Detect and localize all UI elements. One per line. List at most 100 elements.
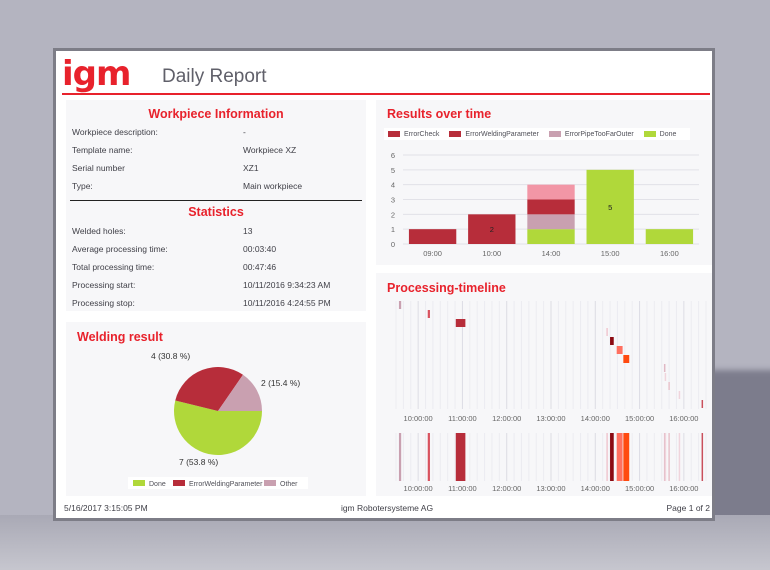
bar-segment-errorweldingparameter	[527, 199, 575, 215]
workpiece-value: XZ1	[243, 163, 259, 173]
workpiece-row: Template name: Workpiece XZ	[72, 141, 362, 159]
legend-label: ErrorPipeTooFarOuter	[564, 130, 634, 138]
statistics-label: Processing stop:	[72, 298, 135, 308]
bar-segment-errorweldingparameter	[408, 229, 457, 244]
timeline-overview-x-tick: 11:00:00	[448, 484, 477, 493]
workpiece-info-title: Workpiece Information	[148, 107, 284, 121]
timeline-overview-event	[668, 433, 670, 481]
pie-slice-other	[218, 374, 262, 411]
legend-label: Done	[659, 130, 677, 138]
bar-data-label: 5	[608, 203, 612, 212]
timeline-overview-event	[616, 433, 623, 481]
statistics-row: Average processing time: 00:03:40	[72, 240, 362, 258]
timeline-overview-event	[427, 433, 430, 481]
timeline-event	[678, 391, 681, 399]
legend-label: ErrorWeldingParameter	[465, 130, 539, 138]
statistics-label: Processing start:	[72, 280, 136, 290]
statistics-row: Total processing time: 00:47:46	[72, 258, 362, 276]
statistics-label: Average processing time:	[72, 244, 168, 254]
pie-slice-errorweldingparameter	[175, 367, 243, 411]
timeline-overview-event	[455, 433, 466, 481]
legend-label: ErrorCheck	[404, 130, 440, 138]
timeline-overview-event	[664, 433, 667, 481]
footer-page-number: Page 1 of 2	[666, 503, 710, 513]
y-tick-label: 3	[391, 196, 395, 205]
statistics-label: Welded holes:	[72, 226, 126, 236]
timeline-overview-event	[398, 433, 402, 481]
workpiece-info-panel: Workpiece Information Workpiece descript…	[66, 100, 366, 311]
pie-legend-swatch	[173, 480, 185, 486]
bar-segment-done	[645, 229, 694, 244]
pie-legend-swatch	[264, 480, 276, 486]
report-header: igm Daily Report	[62, 55, 710, 95]
y-tick-label: 4	[391, 181, 395, 190]
statistics-label: Total processing time:	[72, 262, 155, 272]
y-tick-label: 6	[391, 151, 395, 160]
timeline-event	[398, 301, 402, 309]
welding-result-pie-chart: 7 (53.8 %) 4 (30.8 %) 2 (15.4 %) Done ErrorW…	[128, 351, 308, 489]
igm-logo: igm	[62, 54, 131, 94]
bar-segment-done	[527, 229, 575, 244]
timeline-x-tick: 14:00:00	[581, 414, 610, 423]
timeline-event	[668, 382, 670, 390]
x-tick-label: 14:00	[542, 249, 561, 258]
pie-slice-done	[174, 400, 262, 455]
bar-data-label: 2	[490, 225, 494, 234]
statistics-value: 10/11/2016 9:34:23 AM	[243, 280, 331, 290]
pie-data-label: 7 (53.8 %)	[179, 457, 218, 467]
timeline-overview-x-tick: 12:00:00	[492, 484, 521, 493]
timeline-event	[701, 400, 704, 408]
statistics-row: Processing start: 10/11/2016 9:34:23 AM	[72, 276, 362, 294]
statistics-value: 10/11/2016 4:24:55 PM	[243, 298, 331, 308]
x-tick-label: 10:00	[482, 249, 501, 258]
timeline-overview-event	[623, 433, 630, 481]
workpiece-value: -	[243, 127, 246, 137]
timeline-event	[623, 355, 630, 363]
workpiece-row: Type: Main workpiece	[72, 177, 362, 195]
processing-timeline-panel: Processing-timeline 10:00:00 10:00:00 11:0…	[376, 273, 712, 496]
bar-segment-errorpipetoofarouter	[527, 214, 575, 230]
timeline-event	[427, 310, 430, 318]
y-tick-label: 1	[391, 225, 395, 234]
workpiece-label: Serial number	[72, 163, 125, 173]
statistics-row: Processing stop: 10/11/2016 4:24:55 PM	[72, 294, 362, 312]
bar-segment-errorcheck	[527, 184, 575, 200]
pie-data-label: 2 (15.4 %)	[261, 378, 300, 388]
statistics-value: 00:03:40	[243, 244, 277, 254]
timeline-overview-x-tick: 14:00:00	[581, 484, 610, 493]
results-legend: ErrorCheck ErrorWeldingParameter ErrorPipe…	[384, 128, 691, 140]
results-legend-item: ErrorWeldingParameter	[449, 130, 539, 138]
timeline-overview-event	[701, 433, 704, 481]
section-divider	[70, 200, 362, 201]
y-tick-label: 5	[391, 166, 395, 175]
workpiece-label: Type:	[72, 181, 93, 191]
timeline-event	[455, 319, 466, 327]
pie-legend-label: Done	[149, 481, 166, 488]
pie-legend-label: Other	[280, 481, 298, 488]
processing-timeline-title: Processing-timeline	[387, 281, 506, 295]
timeline-overview-x-tick: 16:00:00	[669, 484, 698, 493]
timeline-overview-event	[610, 433, 614, 481]
results-legend-item: Done	[643, 130, 677, 138]
timeline-event	[610, 337, 614, 345]
welding-result-title: Welding result	[77, 330, 163, 344]
workpiece-value: Main workpiece	[243, 181, 303, 191]
results-over-time-panel: Results over time ErrorCheck ErrorWelding…	[376, 100, 712, 265]
x-tick-label: 16:00	[660, 249, 679, 258]
timeline-overview-event	[678, 433, 681, 481]
legend-swatch	[643, 131, 656, 137]
x-tick-label: 09:00	[423, 249, 442, 258]
statistics-value: 13	[243, 226, 253, 236]
statistics-row: Welded holes: 13	[72, 222, 362, 240]
statistics-title: Statistics	[188, 205, 244, 219]
legend-swatch	[449, 131, 462, 137]
processing-timeline-chart: 10:00:00 10:00:00 11:00:00 11:00:00 12:00:00…	[395, 301, 707, 493]
timeline-event	[663, 364, 666, 372]
results-bar-chart: 0 1 2 3 4 5 6 09:00 10:00 14:00 15:00 16:00 2 5	[391, 151, 699, 258]
timeline-x-tick: 12:00:00	[492, 414, 521, 423]
timeline-x-tick: 11:00:00	[448, 414, 477, 423]
footer-company: igm Robotersysteme AG	[340, 503, 434, 513]
timeline-overview-x-tick: 15:00:00	[625, 484, 654, 493]
workpiece-label: Template name:	[72, 145, 133, 155]
workpiece-label: Workpiece description:	[72, 127, 158, 137]
